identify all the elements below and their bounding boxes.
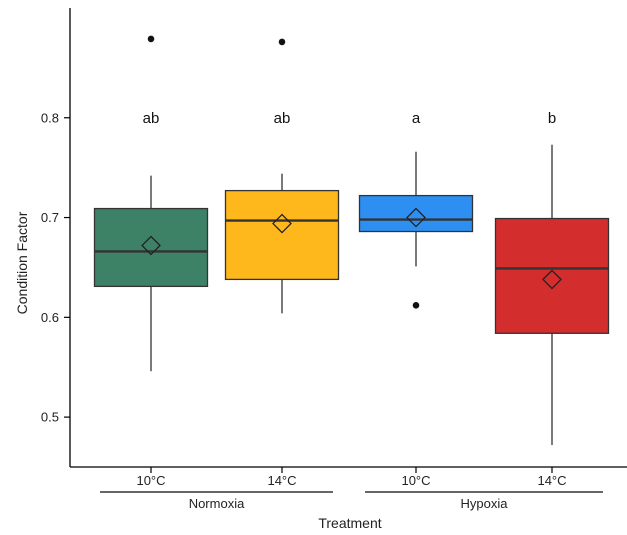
x-tick-label: 10°C xyxy=(401,473,430,488)
outlier-point xyxy=(412,302,420,309)
y-tick-label: 0.5 xyxy=(41,410,59,425)
group-label: Normoxia xyxy=(189,496,245,511)
iqr-box xyxy=(494,217,610,334)
mean-diamond xyxy=(406,207,426,228)
x-ticks: 10°C 14°C 10°C 14°C xyxy=(136,467,567,488)
y-axis-title: Condition Factor xyxy=(14,211,30,314)
significance-letter: ab xyxy=(274,110,291,127)
significance-letter: a xyxy=(412,110,421,127)
outlier-point xyxy=(147,35,155,43)
iqr-box xyxy=(224,189,340,281)
x-tick-label: 10°C xyxy=(136,473,165,488)
plot-area: ab ab a b xyxy=(93,35,610,446)
iqr-box xyxy=(358,194,474,233)
outlier-point xyxy=(278,38,286,46)
y-tick-label: 0.6 xyxy=(41,310,59,325)
y-ticks: 0.5 0.6 0.7 0.8 xyxy=(41,110,70,425)
significance-letter: ab xyxy=(143,110,160,127)
axes xyxy=(69,8,627,468)
mean-diamond xyxy=(272,213,292,234)
x-tick-label: 14°C xyxy=(267,473,296,488)
group-label: Hypoxia xyxy=(461,496,509,511)
x-axis-title: Treatment xyxy=(318,515,381,531)
box-3: a xyxy=(358,110,474,309)
group-brackets: Normoxia Hypoxia xyxy=(100,491,603,511)
iqr-box xyxy=(93,207,209,288)
mean-diamond xyxy=(542,269,562,290)
mean-diamond xyxy=(141,235,161,256)
x-tick-label: 14°C xyxy=(537,473,566,488)
box-4: b xyxy=(494,110,610,446)
significance-letter: b xyxy=(548,110,556,127)
box-2: ab xyxy=(224,38,340,314)
y-tick-label: 0.7 xyxy=(41,210,59,225)
box-1: ab xyxy=(93,35,209,372)
y-tick-label: 0.8 xyxy=(41,110,59,125)
